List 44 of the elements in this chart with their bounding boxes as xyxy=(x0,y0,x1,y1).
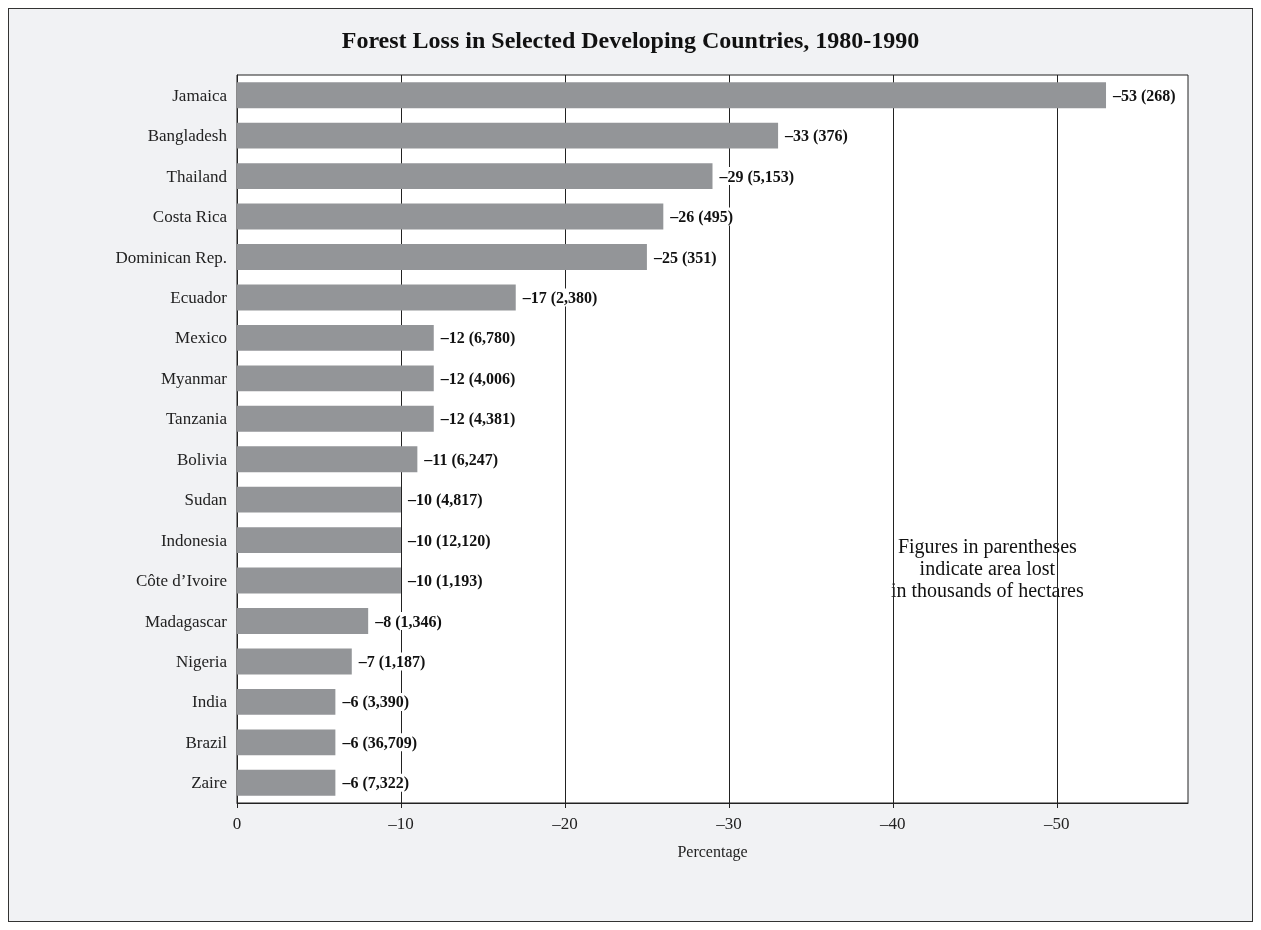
data-label: –10 (12,120) xyxy=(406,531,491,550)
y-tick-label: Côte d’Ivoire xyxy=(135,571,227,591)
y-tick-label: Thailand xyxy=(166,166,228,186)
x-tick-label: 0 xyxy=(232,814,242,833)
y-tick-label: Indonesia xyxy=(160,530,228,550)
y-tick-label: Mexico xyxy=(175,328,227,348)
y-tick-label: Tanzania xyxy=(165,409,228,429)
data-label: –10 (4,817) xyxy=(406,491,483,510)
data-label: –10 (1,193) xyxy=(406,572,483,591)
y-tick-label: Jamaica xyxy=(172,85,228,105)
data-label: –26 (495) xyxy=(669,208,733,227)
data-label: –7 (1,187) xyxy=(357,652,426,671)
data-label: –6 (3,390) xyxy=(341,693,410,712)
y-tick-label: Brazil xyxy=(185,732,228,752)
x-tick-label: –40 xyxy=(879,814,906,833)
y-tick-label: Sudan xyxy=(184,490,228,510)
data-label: –29 (5,153) xyxy=(718,167,795,186)
chart-title: Forest Loss in Selected Developing Countries, 1980-1990 xyxy=(341,27,920,53)
y-tick-label: Bangladesh xyxy=(147,126,228,146)
y-tick-label: Myanmar xyxy=(160,368,228,388)
data-label: –6 (7,322) xyxy=(341,774,410,793)
data-label: –11 (6,247) xyxy=(423,450,499,469)
x-axis-title: Percentage xyxy=(677,842,748,861)
data-label: –53 (268) xyxy=(1112,86,1176,105)
y-tick-label: Madagascar xyxy=(144,611,228,631)
y-tick-label: India xyxy=(192,692,228,712)
data-label: –12 (6,780) xyxy=(439,329,516,348)
x-tick-label: –20 xyxy=(551,814,578,833)
data-label: –12 (4,006) xyxy=(439,369,516,388)
data-label: –12 (4,381) xyxy=(439,410,516,429)
y-tick-label: Bolivia xyxy=(176,449,228,469)
x-tick-label: –30 xyxy=(715,814,742,833)
data-label: –33 (376) xyxy=(784,127,848,146)
data-label: –8 (1,346) xyxy=(374,612,442,631)
y-tick-label: Dominican Rep. xyxy=(115,247,227,267)
y-tick-label: Nigeria xyxy=(176,651,228,671)
y-tick-label: Costa Rica xyxy=(152,207,228,227)
y-tick-label: Zaire xyxy=(191,773,227,793)
y-tick-label: Ecuador xyxy=(170,287,228,307)
x-tick-label: –50 xyxy=(1043,814,1070,833)
data-label: –17 (2,380) xyxy=(521,288,598,307)
data-label: –25 (351) xyxy=(652,248,717,267)
data-label: –6 (36,709) xyxy=(341,733,418,752)
x-tick-label: –10 xyxy=(387,814,414,833)
